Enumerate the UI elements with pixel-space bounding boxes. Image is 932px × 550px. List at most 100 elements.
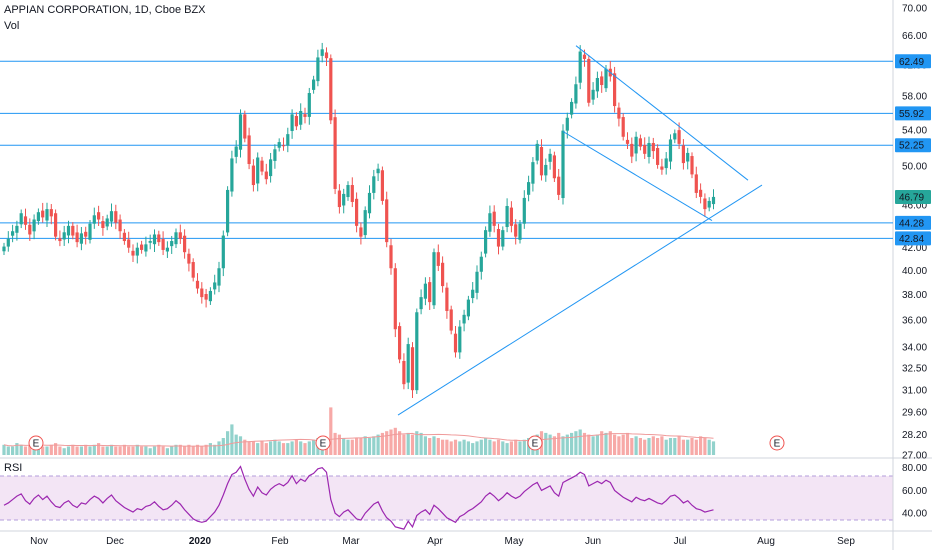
candle-body [587, 58, 591, 103]
candle-body [449, 309, 453, 331]
volume-bar [651, 436, 655, 455]
volume-bar [690, 438, 694, 455]
candle-body [436, 252, 440, 266]
earnings-marker-Feb[interactable]: E [315, 435, 331, 451]
volume-bar [385, 431, 389, 455]
time-axis[interactable]: Nov Dec 2020 Feb Mar Apr May Jun Jul Aug Sep [30, 536, 855, 547]
price-tick-label: 58.00 [902, 92, 927, 103]
candle-body [419, 297, 423, 310]
candle-body [643, 145, 647, 154]
symbol-title[interactable]: APPIAN CORPORATION, 1D, Cboe BZX [4, 4, 206, 16]
volume-bar [475, 441, 479, 455]
earnings-letter: E [320, 439, 327, 450]
candle-body [578, 51, 582, 83]
volume-bar [699, 436, 703, 455]
price-tick-label: 46.00 [902, 201, 927, 212]
price-tick-label: 66.00 [902, 31, 927, 42]
volume-bar [303, 443, 307, 455]
volume-bar [621, 434, 625, 455]
volume-label[interactable]: Vol [4, 20, 20, 32]
level-tag-bg [895, 231, 931, 246]
volume-bar [428, 438, 432, 455]
volume-bar [660, 436, 664, 455]
volume-bar [217, 441, 221, 455]
volume-bar [668, 438, 673, 455]
candle-body [621, 117, 625, 137]
channel-upper-line [575, 45, 749, 181]
volume-bar [71, 444, 75, 455]
volume-bar [264, 443, 268, 455]
candle-body [707, 200, 711, 208]
rsi-tick-label: 60.00 [902, 486, 927, 497]
volume-bar [406, 432, 410, 455]
candle-body [2, 246, 6, 252]
volume-bar [496, 439, 501, 455]
candle-body [385, 199, 389, 243]
volume-bar [359, 438, 363, 455]
price-tick-label: 40.00 [902, 266, 927, 277]
volume-bar [574, 431, 578, 455]
volume-bar [419, 432, 423, 455]
earnings-marker-Nov[interactable]: E [28, 435, 44, 451]
level-tag-label: 52.25 [899, 141, 924, 152]
last-price-tag-bg [895, 190, 931, 205]
candle-body [105, 218, 109, 227]
time-tick-label: Feb [271, 536, 289, 547]
price-axis[interactable]: 70.0066.0062.0058.0054.0050.0046.0042.00… [902, 4, 927, 462]
volume-bar [238, 436, 243, 455]
volume-bar [604, 432, 608, 455]
horizontal-levels [0, 60, 893, 239]
candle-body [281, 145, 286, 147]
volume-bar [290, 441, 294, 455]
candle-body [32, 219, 36, 232]
volume-bar [118, 446, 122, 455]
candle-body [475, 271, 479, 293]
volume-bar [213, 444, 217, 455]
level-tag-label: 55.92 [899, 109, 924, 120]
price-tick-label: 28.20 [902, 430, 927, 441]
volume-bar [45, 446, 49, 455]
candle-body [221, 235, 225, 269]
volume-bar [673, 438, 677, 455]
rsi-label[interactable]: RSI [4, 462, 23, 474]
candle-body [148, 241, 152, 243]
candle-body [312, 79, 316, 90]
candle-body [127, 239, 131, 248]
volume-bar [11, 446, 15, 455]
candle-body [496, 228, 501, 247]
candle-body [234, 146, 238, 157]
candle-body [638, 138, 642, 147]
volume-bar [565, 434, 569, 455]
price-tick-label: 32.50 [902, 364, 927, 375]
volume-bar [458, 441, 462, 455]
candle-body [613, 73, 617, 107]
price-tick-label: 38.00 [902, 290, 927, 301]
candle-body [432, 252, 436, 306]
candle-body [402, 360, 406, 385]
level-tags: 62.49 55.92 52.25 44.28 42.84 46.79 [895, 54, 931, 246]
earnings-marker-May[interactable]: E [527, 435, 543, 451]
volume-bar [466, 441, 470, 455]
volume-bar [97, 443, 101, 455]
candle-body [518, 223, 522, 240]
volume-bar [376, 434, 380, 455]
candle-body [544, 164, 548, 176]
trendlines [397, 45, 763, 416]
earnings-marker-Aug[interactable]: E [769, 435, 785, 451]
candle-body [247, 135, 251, 165]
volume-bar [509, 441, 513, 455]
candle-body [6, 238, 10, 247]
candle-body [131, 250, 135, 256]
earnings-circle [315, 435, 331, 451]
candle-body [359, 227, 363, 237]
candle-body [294, 115, 298, 127]
candle-body [539, 147, 544, 176]
volume-bar [664, 439, 668, 455]
candle-body [664, 158, 668, 169]
volume-bar [557, 432, 561, 455]
candle-body [217, 268, 221, 286]
volume-ma-line [3, 432, 714, 447]
time-tick-label: 2020 [189, 536, 212, 547]
price-tick-label: 70.00 [902, 4, 927, 15]
